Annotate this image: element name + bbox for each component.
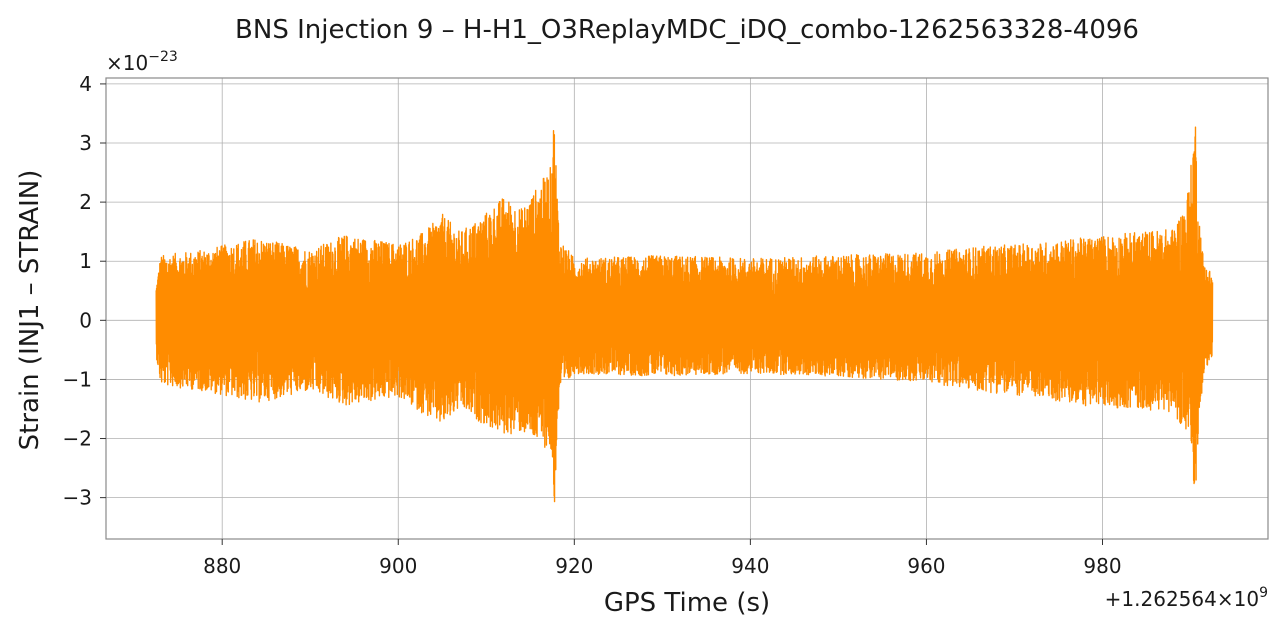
strain-series-line [155, 126, 1214, 503]
y-tick-label: 3 [79, 131, 92, 155]
x-tick-label: 920 [555, 554, 593, 578]
x-offset-exponent: 9 [1259, 585, 1268, 601]
x-tick-label: 880 [203, 554, 241, 578]
x-tick-label: 900 [379, 554, 417, 578]
y-tick-label: −3 [63, 486, 92, 510]
x-tick-label: 960 [907, 554, 945, 578]
x-offset-label: +1.262564×109 [1105, 585, 1268, 611]
y-scale-exponent: −23 [148, 49, 178, 65]
y-axis: −3 −2 −1 0 1 2 3 4 [63, 72, 106, 510]
x-offset-base: +1.262564×10 [1105, 587, 1259, 611]
y-tick-label: 4 [79, 72, 92, 96]
y-tick-label: 0 [79, 308, 92, 332]
y-axis-label: Strain (INJ1 – STRAIN) [15, 170, 45, 451]
x-axis-label: GPS Time (s) [604, 588, 770, 618]
y-scale-base: ×10 [106, 51, 148, 75]
y-tick-label: 2 [79, 190, 92, 214]
y-tick-label: −2 [63, 427, 92, 451]
y-scale-multiplier: ×10−23 [106, 49, 178, 75]
signal-trace [155, 126, 1214, 503]
x-tick-label: 980 [1083, 554, 1121, 578]
y-tick-label: 1 [79, 249, 92, 273]
x-axis: 880 900 920 940 960 980 [203, 539, 1122, 578]
plot-frame [105, 77, 1269, 540]
y-tick-label: −1 [63, 367, 92, 391]
chart-title: BNS Injection 9 – H-H1_O3ReplayMDC_iDQ_c… [235, 15, 1139, 45]
x-tick-label: 940 [731, 554, 769, 578]
